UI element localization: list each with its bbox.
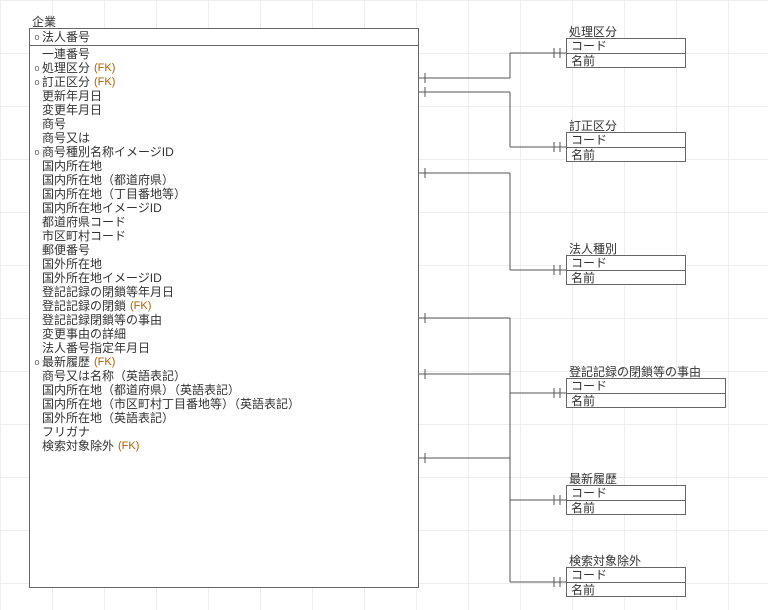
entity-main-title: 企業: [32, 13, 56, 30]
entity-lookup-title: 最新履歴: [569, 470, 617, 487]
attr-row: 変更年月日: [32, 103, 416, 117]
entity-lookup-title: 法人種別: [569, 240, 617, 257]
key-marker: o: [32, 145, 42, 159]
attr-label: 国内所在地（都道府県）（英語表記）: [42, 383, 240, 397]
attr-label: 法人番号指定年月日: [42, 341, 150, 355]
fk-marker: (FK): [118, 439, 139, 453]
attr-row: コード: [567, 486, 685, 500]
attr-row: 郵便番号: [32, 243, 416, 257]
attr-row: コード: [567, 256, 685, 270]
entity-lookup: 検索対象除外コード名前: [566, 567, 686, 597]
attr-label: 商号: [42, 117, 66, 131]
attr-row: 一連番号: [32, 47, 416, 61]
entity-main-attr-list: 一連番号o処理区分(FK)o訂正区分(FK)更新年月日変更年月日商号商号又はo商…: [30, 46, 418, 454]
attr-row: フリガナ: [32, 425, 416, 439]
entity-lookup-title: 登記記録の閉鎖等の事由: [569, 363, 701, 380]
attr-row: 商号又は: [32, 131, 416, 145]
fk-marker: (FK): [130, 299, 151, 313]
attr-row: 名前: [567, 271, 685, 285]
attr-label: 市区町村コード: [42, 229, 126, 243]
attr-label: 登記記録の閉鎖等年月日: [42, 285, 174, 299]
attr-row: 名前: [567, 54, 685, 68]
attr-row: 国内所在地: [32, 159, 416, 173]
attr-row: 登記記録の閉鎖等年月日: [32, 285, 416, 299]
key-marker: o: [32, 75, 42, 89]
attr-label: 国外所在地（英語表記）: [42, 411, 174, 425]
attr-label: 検索対象除外: [42, 439, 114, 453]
attr-row: コード: [567, 379, 725, 393]
attr-label: 国外所在地イメージID: [42, 271, 162, 285]
entity-main-pk-list: o法人番号: [30, 29, 418, 45]
attr-label: 都道府県コード: [42, 215, 126, 229]
attr-label: 変更事由の詳細: [42, 327, 126, 341]
attr-label: 最新履歴: [42, 355, 90, 369]
fk-marker: (FK): [94, 75, 115, 89]
attr-row: 法人番号指定年月日: [32, 341, 416, 355]
entity-lookup: 法人種別コード名前: [566, 255, 686, 285]
attr-label: 登記記録の閉鎖: [42, 299, 126, 313]
attr-row: 国内所在地イメージID: [32, 201, 416, 215]
entity-lookup: 最新履歴コード名前: [566, 485, 686, 515]
attr-label: 処理区分: [42, 61, 90, 75]
attr-label: 国内所在地イメージID: [42, 201, 162, 215]
attr-row: 更新年月日: [32, 89, 416, 103]
attr-label: 法人番号: [42, 30, 90, 44]
attr-row: 検索対象除外 (FK): [32, 439, 416, 453]
attr-row: 商号又は名称（英語表記）: [32, 369, 416, 383]
attr-row: 登記記録の閉鎖 (FK): [32, 299, 416, 313]
entity-lookup-title: 検索対象除外: [569, 552, 641, 569]
entity-lookup: 処理区分コード名前: [566, 38, 686, 68]
attr-row: 国外所在地（英語表記）: [32, 411, 416, 425]
attr-label: 登記記録閉鎖等の事由: [42, 313, 162, 327]
key-marker: o: [32, 61, 42, 75]
attr-row: o法人番号: [32, 30, 416, 44]
attr-row: コード: [567, 568, 685, 582]
attr-label: 国内所在地（都道府県）: [42, 173, 174, 187]
attr-row: 国内所在地（丁目番地等）: [32, 187, 416, 201]
attr-label: 郵便番号: [42, 243, 90, 257]
fk-marker: (FK): [94, 61, 115, 75]
attr-row: o商号種別名称イメージID: [32, 145, 416, 159]
attr-row: 国外所在地: [32, 257, 416, 271]
attr-label: 国外所在地: [42, 257, 102, 271]
entity-lookup: 訂正区分コード名前: [566, 132, 686, 162]
attr-row: 名前: [567, 583, 685, 597]
attr-row: 変更事由の詳細: [32, 327, 416, 341]
attr-label: 国内所在地（丁目番地等）: [42, 187, 186, 201]
attr-label: 商号又は名称（英語表記）: [42, 369, 186, 383]
attr-label: 国内所在地（市区町村丁目番地等）（英語表記）: [42, 397, 300, 411]
attr-row: 国外所在地イメージID: [32, 271, 416, 285]
key-marker: o: [32, 30, 42, 44]
attr-row: 名前: [567, 501, 685, 515]
attr-label: 一連番号: [42, 47, 90, 61]
attr-label: 変更年月日: [42, 103, 102, 117]
entity-lookup: 登記記録の閉鎖等の事由コード名前: [566, 378, 726, 408]
attr-label: 商号又は: [42, 131, 90, 145]
attr-label: 更新年月日: [42, 89, 102, 103]
attr-row: 登記記録閉鎖等の事由: [32, 313, 416, 327]
attr-row: コード: [567, 39, 685, 53]
attr-row: 国内所在地（市区町村丁目番地等）（英語表記）: [32, 397, 416, 411]
attr-row: 国内所在地（都道府県）（英語表記）: [32, 383, 416, 397]
attr-label: フリガナ: [42, 425, 90, 439]
attr-row: 名前: [567, 148, 685, 162]
key-marker: o: [32, 355, 42, 369]
entity-main: 企業 o法人番号 一連番号o処理区分(FK)o訂正区分(FK)更新年月日変更年月…: [29, 28, 419, 588]
entity-lookup-title: 訂正区分: [569, 117, 617, 134]
attr-row: o訂正区分 (FK): [32, 75, 416, 89]
attr-label: 訂正区分: [42, 75, 90, 89]
attr-label: 国内所在地: [42, 159, 102, 173]
attr-row: 都道府県コード: [32, 215, 416, 229]
entity-lookup-title: 処理区分: [569, 23, 617, 40]
attr-row: 市区町村コード: [32, 229, 416, 243]
attr-row: 国内所在地（都道府県）: [32, 173, 416, 187]
attr-label: 商号種別名称イメージID: [42, 145, 174, 159]
attr-row: o最新履歴 (FK): [32, 355, 416, 369]
attr-row: コード: [567, 133, 685, 147]
fk-marker: (FK): [94, 355, 115, 369]
attr-row: 商号: [32, 117, 416, 131]
attr-row: 名前: [567, 394, 725, 408]
attr-row: o処理区分 (FK): [32, 61, 416, 75]
